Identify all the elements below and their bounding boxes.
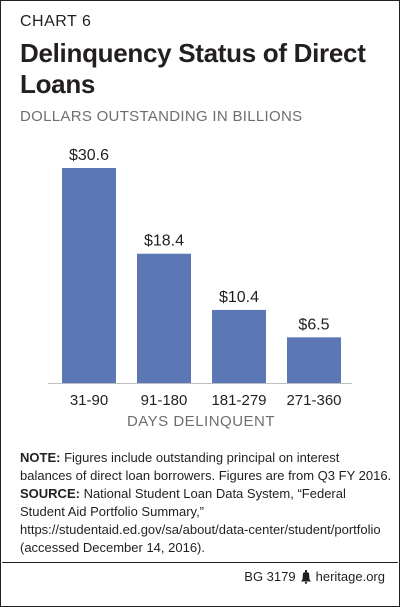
bar-31-90 bbox=[62, 168, 116, 383]
liberty-bell-icon bbox=[300, 569, 312, 584]
chart-number: CHART 6 bbox=[20, 13, 92, 30]
footer-divider bbox=[2, 562, 398, 563]
site-name: heritage.org bbox=[315, 569, 385, 584]
note-label: NOTE: bbox=[20, 450, 61, 465]
bar-chart: $30.6 31-90 $18.4 91-180 $10.4 181-279 $6.5 271… bbox=[48, 147, 352, 406]
data-label-91-180: $18.4 bbox=[144, 233, 184, 250]
chart-subtitle: DOLLARS OUTSTANDING IN BILLIONS bbox=[20, 108, 303, 125]
bar-181-279 bbox=[212, 309, 266, 383]
notes-block: NOTE: Figures include outstanding princi… bbox=[20, 449, 392, 557]
bar-91-180 bbox=[137, 253, 191, 383]
document-id: BG 3179 bbox=[244, 569, 296, 584]
note-text: Figures include outstanding principal on… bbox=[20, 450, 392, 483]
source-label: SOURCE: bbox=[20, 486, 80, 501]
x-tick-91-180: 91-180 bbox=[141, 392, 188, 406]
data-label-31-90: $30.6 bbox=[69, 147, 109, 164]
x-tick-271-360: 271-360 bbox=[286, 392, 341, 406]
x-axis-title: DAYS DELINQUENT bbox=[126, 413, 276, 430]
x-tick-181-279: 181-279 bbox=[211, 392, 266, 406]
chart-title: Delinquency Status of Direct Loans bbox=[20, 38, 366, 99]
footer: BG 3179 heritage.org bbox=[244, 569, 385, 584]
source-text: National Student Loan Data System, “Fede… bbox=[20, 486, 381, 555]
x-tick-31-90: 31-90 bbox=[70, 392, 108, 406]
data-label-181-279: $10.4 bbox=[219, 289, 259, 306]
data-label-271-360: $6.5 bbox=[298, 316, 329, 333]
bar-271-360 bbox=[287, 337, 341, 383]
